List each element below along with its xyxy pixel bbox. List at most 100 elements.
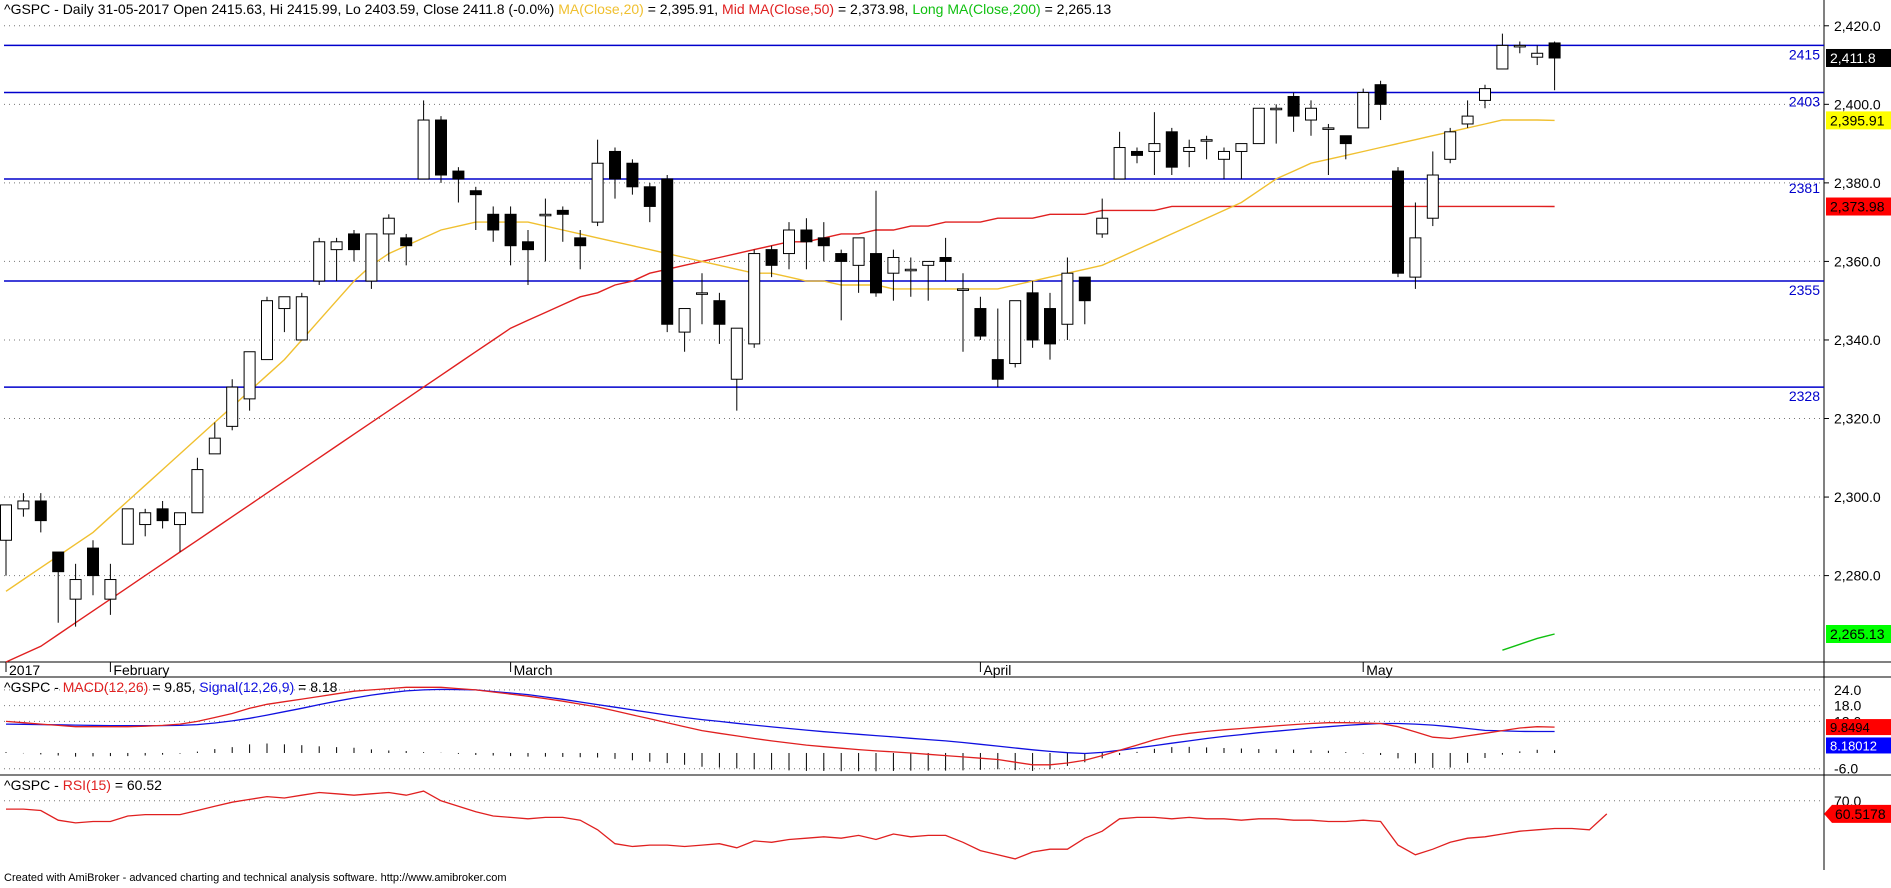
candle (1009, 300, 1022, 368)
candle-body (1131, 150, 1143, 156)
candle-body (104, 579, 117, 600)
candle-body (452, 170, 465, 180)
candle (887, 249, 900, 301)
candle-body (348, 233, 360, 251)
candle (556, 206, 569, 242)
candle (156, 500, 169, 529)
candle (1270, 104, 1283, 144)
candle-body (469, 190, 482, 196)
footer-credit: Created with AmiBroker - advanced charti… (4, 872, 507, 884)
candle (643, 182, 656, 223)
candle-body (591, 162, 604, 223)
candle (591, 139, 604, 227)
candle-body (574, 237, 587, 247)
candle-body (748, 253, 761, 345)
candle-body (330, 241, 343, 251)
rsi-ticker-label: ^GSPC (4, 777, 51, 793)
candle-body (1339, 135, 1352, 145)
level-label: 2381 (1789, 180, 1820, 196)
candle (487, 206, 500, 242)
candle (69, 563, 82, 627)
candle (1305, 100, 1317, 136)
candle (52, 551, 65, 623)
candle (1374, 80, 1387, 121)
candle (1426, 151, 1439, 227)
candle-body (1235, 143, 1248, 152)
candle-body (1200, 139, 1213, 142)
candle-body (417, 119, 430, 180)
candle (574, 230, 587, 270)
date-label: February (113, 662, 169, 678)
candle-body (400, 237, 413, 247)
level-label: 2415 (1789, 46, 1820, 62)
candle (730, 327, 743, 411)
candle-body (696, 292, 708, 295)
candle-body (1409, 237, 1422, 278)
candle-body (852, 237, 865, 266)
candle (1061, 257, 1074, 340)
candle (748, 249, 761, 348)
candle-body (69, 579, 82, 600)
candle (17, 493, 30, 517)
rsi-tag-bg (1824, 804, 1891, 823)
candle (1479, 84, 1491, 109)
rsi-separator: - (54, 777, 59, 793)
level-label: 2403 (1789, 94, 1820, 110)
candle-body (34, 500, 47, 522)
candle (1096, 198, 1109, 238)
candle (783, 222, 795, 270)
candle (870, 190, 882, 297)
candle (191, 457, 204, 514)
signal-line (5, 688, 1555, 755)
candle-body (1044, 308, 1056, 345)
signal-tag-bg (1826, 737, 1891, 754)
candle-body (208, 437, 221, 455)
candle (261, 296, 273, 361)
candle (1113, 131, 1126, 180)
candle-body (1078, 276, 1091, 302)
ma20-line (5, 119, 1555, 592)
candle (1461, 100, 1474, 128)
candle-body (139, 512, 152, 526)
ma20-tag: 2,395.91 (1830, 112, 1885, 128)
candle-body (1479, 88, 1491, 101)
level-label: 2328 (1789, 388, 1820, 404)
candle (852, 237, 865, 293)
macd-tick-label: 18.0 (1834, 698, 1861, 714)
candle (817, 222, 830, 262)
candle-body (643, 186, 656, 207)
candle (365, 233, 378, 289)
candle-body (1287, 95, 1300, 117)
candle-body (887, 256, 900, 274)
candle (991, 308, 1004, 388)
candle-body (121, 508, 134, 545)
rsi-tick-label: 70.0 (1834, 793, 1861, 809)
candle-body (678, 308, 691, 333)
candle-body (1392, 170, 1404, 274)
date-label: March (514, 662, 553, 678)
price-tick-label: 2,380.0 (1834, 175, 1881, 191)
candle-body (504, 213, 517, 247)
candle (330, 237, 343, 282)
candle (1548, 41, 1561, 91)
ma50-label: Mid MA(Close,50) (722, 1, 835, 17)
rsi-tag: 60.5178 (1835, 806, 1886, 822)
candle-body (817, 237, 830, 247)
candle (1200, 135, 1213, 160)
price-tick-label: 2,360.0 (1834, 253, 1881, 269)
candle (504, 206, 517, 266)
candle (957, 273, 969, 352)
candle-body (800, 229, 813, 243)
candle (34, 493, 47, 533)
candle (1496, 33, 1509, 70)
candle (208, 422, 221, 455)
candle-body (1148, 143, 1161, 152)
candle (1252, 107, 1265, 145)
price-tick-label: 2,400.0 (1834, 96, 1881, 112)
candle (382, 214, 395, 262)
candle (469, 186, 482, 230)
candle-body (974, 308, 987, 337)
candle (904, 257, 917, 297)
candle (974, 296, 987, 340)
candle (139, 508, 152, 537)
